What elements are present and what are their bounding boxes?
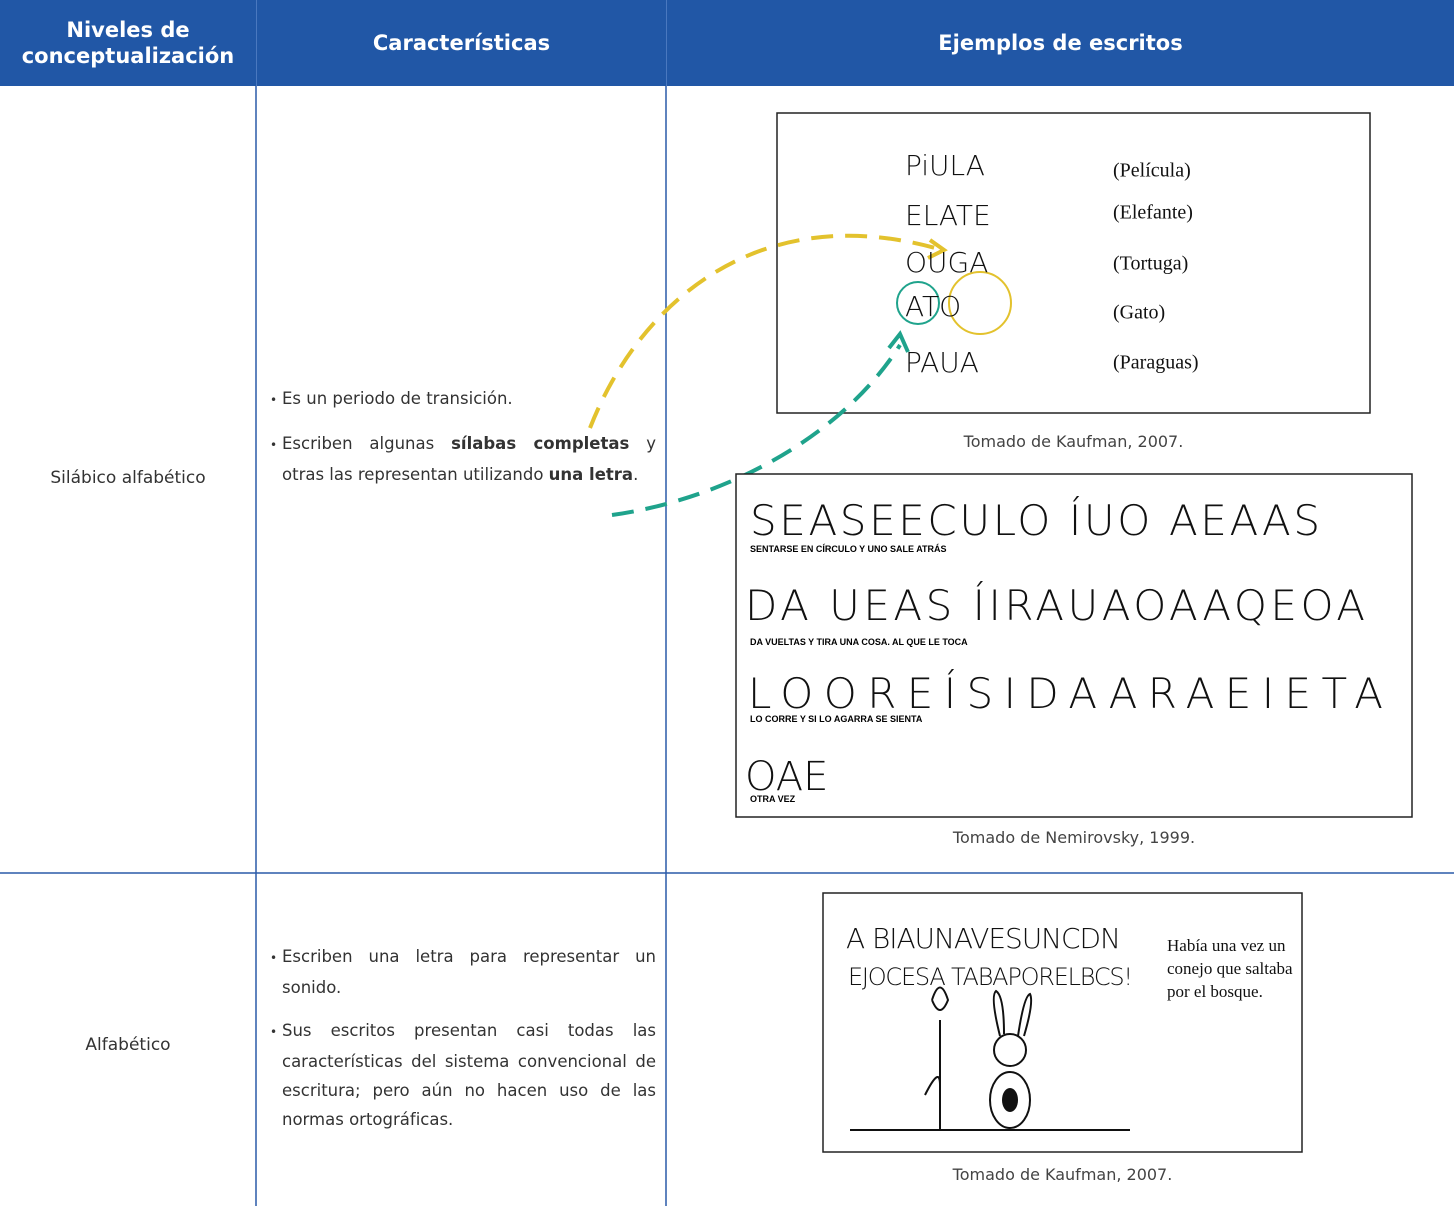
caption: Tomado de Kaufman, 2007. — [963, 432, 1184, 451]
child-writing: OAE — [745, 754, 828, 800]
caption: Tomado de Kaufman, 2007. — [952, 1165, 1173, 1184]
bold-text: sílabas completas — [451, 434, 630, 453]
level-label: Alfabético — [85, 1035, 171, 1055]
header-cell: Niveles de conceptualización — [0, 0, 256, 86]
child-writing: SEASEECULO ÍUO AEAAS — [750, 495, 1320, 545]
child-writing: ELATE — [905, 199, 991, 232]
meaning: (Paraguas) — [1113, 352, 1199, 374]
bullet-item: Escriben una letra para representar un s… — [270, 942, 656, 1002]
text: Es un periodo de transición. — [282, 389, 513, 408]
bullet-item: Sus escritos presentan casi todas las ca… — [270, 1016, 656, 1134]
text: . — [633, 465, 639, 484]
bullet-item: Es un periodo de transición. — [270, 384, 656, 415]
child-writing: A BIAUNAVESUNCDN — [846, 922, 1121, 955]
child-writing: EJOCESA TABAPORELBCS! — [848, 963, 1133, 991]
transcript: DA VUELTAS Y TIRA UNA COSA. AL QUE LE TO… — [750, 637, 968, 647]
meaning: (Película) — [1113, 160, 1191, 182]
meaning: (Gato) — [1113, 302, 1165, 324]
child-writing: ATO — [905, 290, 961, 323]
child-writing: OUGA — [905, 246, 988, 279]
transcript: LO CORRE Y SI LO AGARRA SE SIENTA — [750, 714, 923, 724]
header-cell: Ejemplos de escritos — [666, 0, 1454, 86]
child-writing: DA UEAS ÍIRAUAOAAQEOA — [745, 580, 1365, 630]
bold-text: una letra — [548, 465, 634, 484]
text: Escriben una letra para representar un s… — [282, 947, 656, 997]
characteristics: Escriben una letra para representar un s… — [270, 942, 656, 1148]
child-writing: PAUA — [905, 346, 979, 379]
meaning: (Elefante) — [1113, 202, 1193, 224]
level-label: Silábico alfabético — [50, 468, 206, 488]
text: Escriben algunas — [282, 434, 452, 453]
bullet-item: Escriben algunas sílabas completas y otr… — [270, 429, 656, 489]
example-text: Había una vez un — [1167, 936, 1286, 955]
transcript: SENTARSE EN CÍRCULO Y UNO SALE ATRÁS — [750, 544, 947, 554]
example-text: por el bosque. — [1167, 982, 1263, 1001]
characteristics: Es un periodo de transición. Escriben alg… — [270, 384, 656, 503]
example-text: conejo que saltaba — [1167, 959, 1293, 978]
text: Sus escritos presentan casi todas las ca… — [282, 1021, 656, 1129]
transcript: OTRA VEZ — [750, 794, 796, 804]
text: y otras las representan utilizando — [282, 434, 656, 484]
meaning: (Tortuga) — [1113, 253, 1188, 275]
header-cell: Características — [256, 0, 666, 86]
caption: Tomado de Nemirovsky, 1999. — [952, 828, 1196, 847]
child-writing: PiULA — [905, 149, 985, 182]
